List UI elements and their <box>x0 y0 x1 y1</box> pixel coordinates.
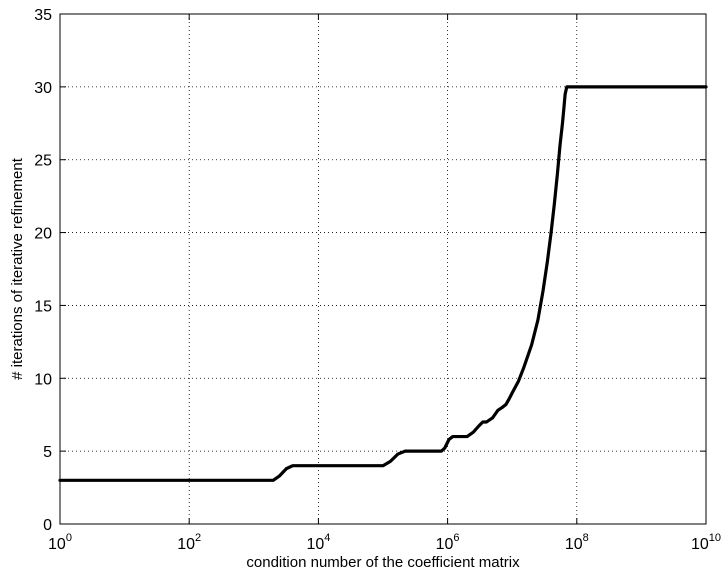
x-tick-base: 10 <box>177 536 195 553</box>
series-line <box>58 85 708 482</box>
x-tick-exponent: 0 <box>66 532 72 544</box>
y-tick-label: 30 <box>34 80 52 97</box>
x-axis-title: condition number of the coefficient matr… <box>246 554 520 571</box>
x-tick-exponent: 6 <box>453 532 459 544</box>
y-axis-title: # iterations of iterative refinement <box>9 157 26 380</box>
x-tick-label: 1010 <box>691 532 721 553</box>
x-tick-base: 10 <box>48 536 66 553</box>
x-tick-label: 106 <box>436 532 460 553</box>
x-tick-exponent: 8 <box>583 532 589 544</box>
x-tick-base: 10 <box>565 536 583 553</box>
x-tick-exponent: 10 <box>709 532 721 544</box>
series-line-layer <box>58 85 708 482</box>
x-tick-label: 104 <box>306 532 330 553</box>
x-tick-exponent: 2 <box>195 532 201 544</box>
x-tick-label: 102 <box>177 532 201 553</box>
y-tick-label: 35 <box>34 7 52 24</box>
y-tick-label: 5 <box>43 444 52 461</box>
x-tick-base: 10 <box>306 536 324 553</box>
y-tick-label: 10 <box>34 371 52 388</box>
plot-frame <box>59 13 707 525</box>
x-tick-base: 10 <box>436 536 454 553</box>
y-tick-label: 0 <box>43 517 52 534</box>
y-tick-label: 20 <box>34 226 52 243</box>
y-tick-label: 15 <box>34 298 52 315</box>
y-tick-labels: 0 5 10 15 20 25 30 35 <box>34 7 52 534</box>
ticks <box>59 13 707 525</box>
x-tick-labels: 100 102 104 106 108 1010 <box>48 532 721 553</box>
y-tick-label: 25 <box>34 153 52 170</box>
x-tick-exponent: 4 <box>324 532 330 544</box>
x-tick-base: 10 <box>691 536 709 553</box>
x-tick-label: 108 <box>565 532 589 553</box>
x-tick-label: 100 <box>48 532 72 553</box>
